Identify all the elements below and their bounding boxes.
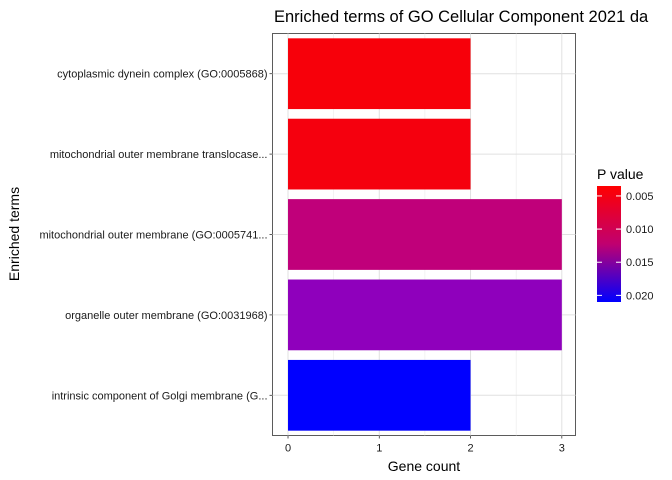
y-tick-labels: cytoplasmic dynein complex (GO:0005868) m… <box>39 69 273 402</box>
x-tick-label: 1 <box>376 443 382 455</box>
x-tick-labels: 0 1 2 3 <box>285 435 565 455</box>
legend-title: P value <box>597 166 644 182</box>
y-axis-label: Enriched terms <box>6 187 22 281</box>
bar <box>288 118 471 190</box>
y-tick-label: intrinsic component of Golgi membrane (G… <box>52 390 268 402</box>
x-axis-label: Gene count <box>388 458 460 474</box>
x-tick-label: 3 <box>559 443 565 455</box>
bar <box>288 359 471 431</box>
legend-ticks: 0.005 0.010 0.015 0.020 <box>597 191 654 302</box>
y-tick-label: cytoplasmic dynein complex (GO:0005868) <box>57 69 267 81</box>
legend-tick-label: 0.005 <box>626 191 654 203</box>
legend-tick-label: 0.010 <box>626 224 654 236</box>
bar <box>288 199 562 270</box>
bars <box>288 38 562 431</box>
y-tick-label: organelle outer membrane (GO:0031968) <box>65 310 267 322</box>
bar <box>288 279 562 351</box>
chart-title: Enriched terms of GO Cellular Component … <box>274 8 649 26</box>
bar <box>288 38 471 110</box>
y-tick-label: mitochondrial outer membrane translocase… <box>50 149 268 161</box>
legend-colorbar <box>597 186 621 302</box>
legend-tick-label: 0.020 <box>626 290 654 302</box>
x-tick-label: 0 <box>285 443 291 455</box>
legend-tick-label: 0.015 <box>626 257 654 269</box>
x-tick-label: 2 <box>467 443 473 455</box>
legend: P value 0.005 0.010 0.015 0.020 <box>597 166 654 302</box>
y-tick-label: mitochondrial outer membrane (GO:0005741… <box>39 230 267 242</box>
